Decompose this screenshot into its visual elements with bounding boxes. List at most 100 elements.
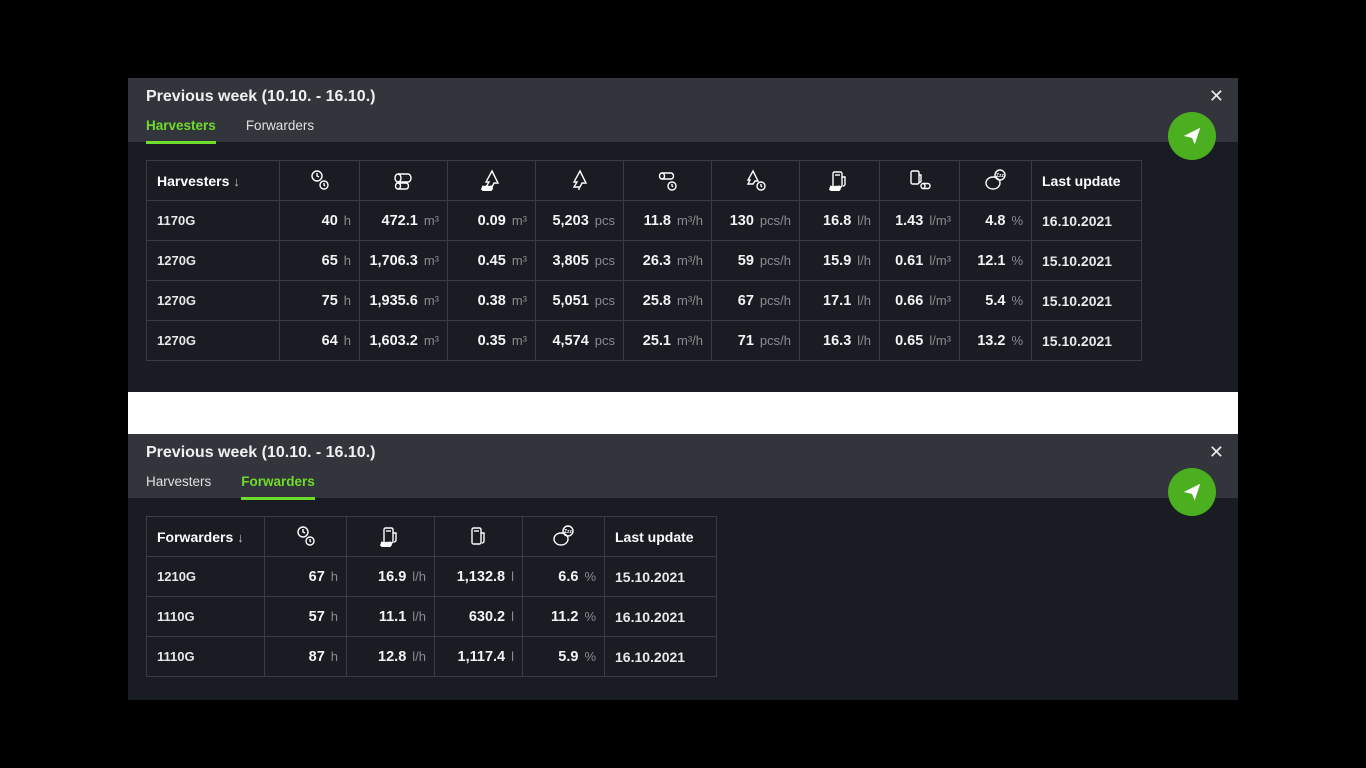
close-icon[interactable]: ✕ — [1209, 442, 1224, 463]
col-header-fuel-rate[interactable] — [347, 517, 435, 557]
col-header-pieces[interactable] — [536, 161, 624, 201]
idle-icon — [531, 524, 596, 550]
hours-icon — [273, 524, 338, 550]
col-header-volume[interactable] — [360, 161, 448, 201]
table-cell: 6.6% — [523, 557, 605, 597]
model-cell: 1270G — [147, 241, 280, 281]
panel-header: Previous week (10.10. - 16.10.) ✕ Harves… — [128, 434, 1238, 498]
table-row[interactable]: 1270G75h1,935.6m³0.38m³5,051pcs25.8m³/h6… — [147, 281, 1142, 321]
table-cell: 5.9% — [523, 637, 605, 677]
col-header-fuel-per-vol[interactable] — [880, 161, 960, 201]
table-cell: 5.4% — [960, 281, 1032, 321]
table-cell: 0.61l/m³ — [880, 241, 960, 281]
col-header-idle[interactable] — [960, 161, 1032, 201]
table-cell: 1,935.6m³ — [360, 281, 448, 321]
tab-forwarders[interactable]: Forwarders — [241, 474, 315, 500]
table-cell: 1,706.3m³ — [360, 241, 448, 281]
table-cell: 75h — [280, 281, 360, 321]
table-cell: 0.45m³ — [448, 241, 536, 281]
col-header-hours[interactable] — [265, 517, 347, 557]
table-cell: 0.66l/m³ — [880, 281, 960, 321]
last-update-cell: 15.10.2021 — [605, 557, 717, 597]
model-cell: 1110G — [147, 597, 265, 637]
last-update-cell: 15.10.2021 — [1032, 241, 1142, 281]
table-cell: 16.9l/h — [347, 557, 435, 597]
table-cell: 472.1m³ — [360, 201, 448, 241]
col-header-model[interactable]: Forwarders↓ — [147, 517, 265, 557]
tab-harvesters[interactable]: Harvesters — [146, 118, 216, 144]
table-cell: 16.3l/h — [800, 321, 880, 361]
table-cell: 11.8m³/h — [624, 201, 712, 241]
table-cell: 15.9l/h — [800, 241, 880, 281]
tabs: Harvesters Forwarders — [146, 118, 1220, 144]
table-cell: 67h — [265, 557, 347, 597]
fuel-icon — [443, 524, 514, 550]
fuel-avg-icon — [355, 524, 426, 550]
model-cell: 1270G — [147, 281, 280, 321]
table-cell: 64h — [280, 321, 360, 361]
model-cell: 1270G — [147, 321, 280, 361]
table-cell: 71pcs/h — [712, 321, 800, 361]
send-button[interactable] — [1168, 112, 1216, 160]
table-cell: 0.65l/m³ — [880, 321, 960, 361]
table-cell: 87h — [265, 637, 347, 677]
last-update-cell: 16.10.2021 — [605, 637, 717, 677]
table-cell: 40h — [280, 201, 360, 241]
table-cell: 13.2% — [960, 321, 1032, 361]
panel-header: Previous week (10.10. - 16.10.) ✕ Harves… — [128, 78, 1238, 142]
logs-rate-icon — [632, 168, 703, 194]
col-header-idle[interactable] — [523, 517, 605, 557]
last-update-cell: 15.10.2021 — [1032, 321, 1142, 361]
table-cell: 25.1m³/h — [624, 321, 712, 361]
table-cell: 59pcs/h — [712, 241, 800, 281]
fuel-avg-icon — [808, 168, 871, 194]
table-row[interactable]: 1170G40h472.1m³0.09m³5,203pcs11.8m³/h130… — [147, 201, 1142, 241]
model-cell: 1110G — [147, 637, 265, 677]
col-header-avg-stem[interactable] — [448, 161, 536, 201]
forwarders-table: Forwarders↓ Last update 1210G67h16.9l/h1… — [146, 516, 717, 677]
panel-harvesters: Previous week (10.10. - 16.10.) ✕ Harves… — [128, 78, 1238, 392]
send-icon — [1181, 481, 1203, 503]
table-cell: 1,132.8l — [435, 557, 523, 597]
table-cell: 12.1% — [960, 241, 1032, 281]
col-header-last-update[interactable]: Last update — [605, 517, 717, 557]
logs-icon — [368, 168, 439, 194]
tab-forwarders[interactable]: Forwarders — [246, 118, 314, 144]
col-header-last-update[interactable]: Last update — [1032, 161, 1142, 201]
last-update-cell: 15.10.2021 — [1032, 281, 1142, 321]
table-cell: 3,805pcs — [536, 241, 624, 281]
model-cell: 1210G — [147, 557, 265, 597]
table-row[interactable]: 1110G87h12.8l/h1,117.4l5.9%16.10.2021 — [147, 637, 717, 677]
col-header-fuel-rate[interactable] — [800, 161, 880, 201]
tab-harvesters[interactable]: Harvesters — [146, 474, 211, 500]
panel-title: Previous week (10.10. - 16.10.) — [146, 444, 1220, 462]
table-row[interactable]: 1210G67h16.9l/h1,132.8l6.6%15.10.2021 — [147, 557, 717, 597]
col-header-pieces-rate[interactable] — [712, 161, 800, 201]
table-cell: 11.1l/h — [347, 597, 435, 637]
harvesters-table: Harvesters↓ Last update 1170G40h472.1m³0… — [146, 160, 1142, 361]
table-cell: 4,574pcs — [536, 321, 624, 361]
table-row[interactable]: 1270G65h1,706.3m³0.45m³3,805pcs26.3m³/h5… — [147, 241, 1142, 281]
sort-arrow-icon: ↓ — [233, 174, 240, 189]
close-icon[interactable]: ✕ — [1209, 86, 1224, 107]
tree-icon — [544, 168, 615, 194]
col-header-model[interactable]: Harvesters↓ — [147, 161, 280, 201]
tabs: Harvesters Forwarders — [146, 474, 1220, 500]
table-cell: 0.09m³ — [448, 201, 536, 241]
send-button[interactable] — [1168, 468, 1216, 516]
model-cell: 1170G — [147, 201, 280, 241]
col-header-volume-rate[interactable] — [624, 161, 712, 201]
send-icon — [1181, 125, 1203, 147]
last-update-cell: 16.10.2021 — [605, 597, 717, 637]
tree-rate-icon — [720, 168, 791, 194]
col-header-hours[interactable] — [280, 161, 360, 201]
panel-title: Previous week (10.10. - 16.10.) — [146, 88, 1220, 106]
table-cell: 5,203pcs — [536, 201, 624, 241]
table-row[interactable]: 1270G64h1,603.2m³0.35m³4,574pcs25.1m³/h7… — [147, 321, 1142, 361]
table-cell: 25.8m³/h — [624, 281, 712, 321]
table-row[interactable]: 1110G57h11.1l/h630.2l11.2%16.10.2021 — [147, 597, 717, 637]
table-cell: 16.8l/h — [800, 201, 880, 241]
table-cell: 1,117.4l — [435, 637, 523, 677]
col-header-fuel-total[interactable] — [435, 517, 523, 557]
table-cell: 1.43l/m³ — [880, 201, 960, 241]
